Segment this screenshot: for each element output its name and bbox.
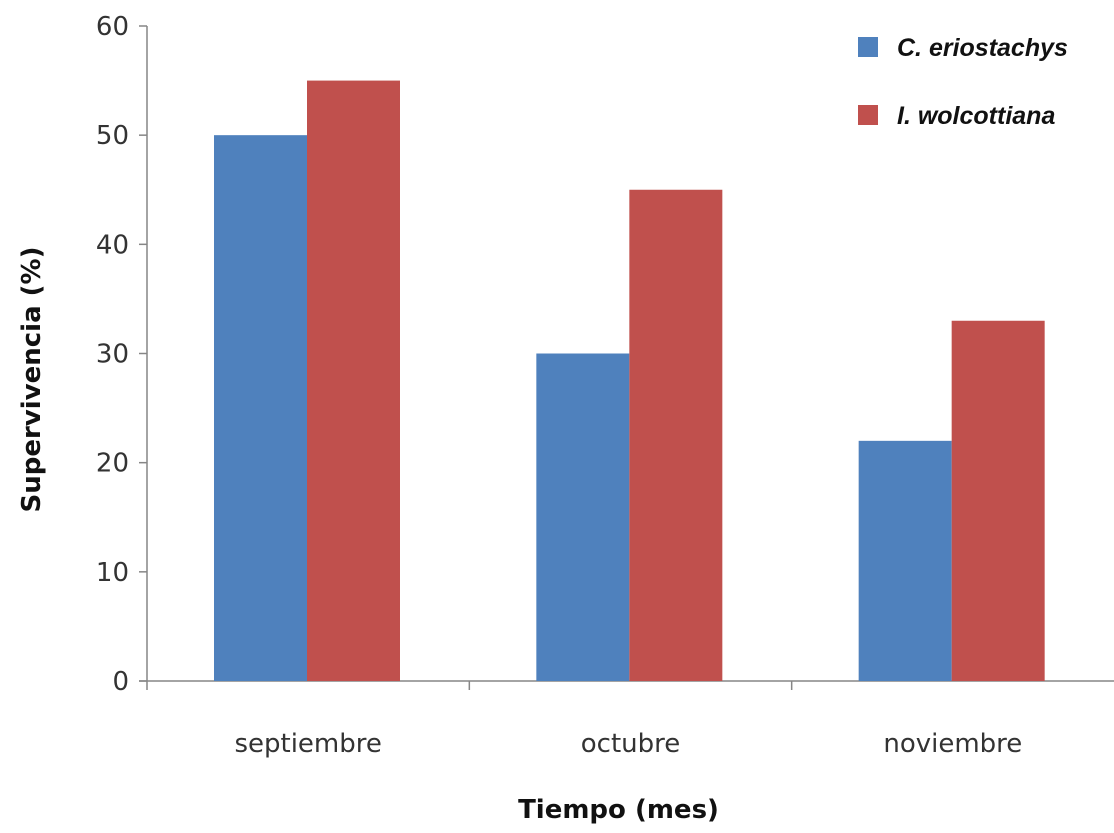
bar-series-1: C. eriostachys — noviembre: 22 <box>858 440 952 681</box>
legend-swatch <box>858 37 878 57</box>
y-tick-label: 20 <box>96 449 129 479</box>
labels: 0 10 20 30 40 50 60 septiembre octubre noviembre T… <box>17 12 1022 825</box>
legend-label: C. eriostachys <box>897 34 1068 62</box>
bar-series-2: I. wolcottiana — noviembre: 33 <box>951 320 1045 681</box>
bar-series-1: C. eriostachys — septiembre: 50 <box>214 135 307 681</box>
bars: C. eriostachys — septiembre: 50I. wolcot… <box>214 80 1045 682</box>
legend-label: I. wolcottiana <box>897 102 1055 130</box>
bar-series-1: C. eriostachys — octubre: 30 <box>536 353 630 681</box>
legend: C. eriostachys I. wolcottiana <box>858 34 1068 130</box>
y-tick-label: 50 <box>96 121 129 151</box>
x-category-label: octubre <box>581 729 681 759</box>
x-category-label: septiembre <box>234 729 381 759</box>
y-tick-label: 40 <box>96 230 129 260</box>
y-tick-label: 30 <box>96 340 129 370</box>
legend-swatch <box>858 105 878 125</box>
y-axis-title: Supervivencia (%) <box>17 247 47 513</box>
x-axis-title: Tiempo (mes) <box>518 795 719 825</box>
bar-series-2: I. wolcottiana — septiembre: 55 <box>307 80 400 682</box>
y-tick-label: 60 <box>96 12 129 42</box>
bar-series-2: I. wolcottiana — octubre: 45 <box>629 189 723 681</box>
x-category-label: noviembre <box>883 729 1022 759</box>
y-tick-label: 0 <box>112 667 129 697</box>
y-tick-label: 10 <box>96 558 129 588</box>
